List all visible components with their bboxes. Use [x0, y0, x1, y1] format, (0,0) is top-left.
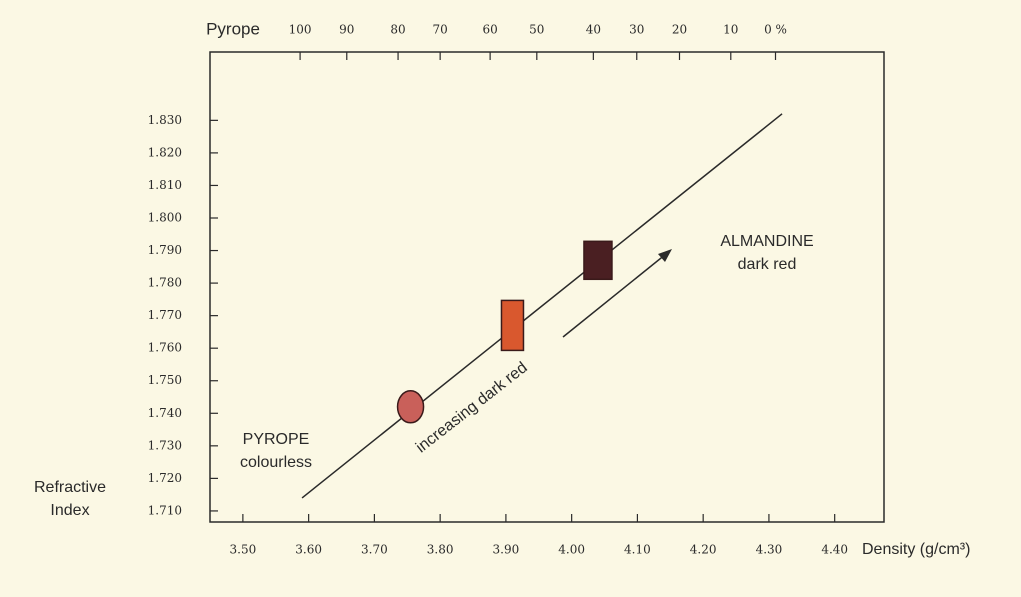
top-tick-label: 80: [390, 23, 405, 37]
top-tick-label: 70: [433, 23, 448, 37]
plot-frame: [210, 52, 884, 522]
y-tick-label: 1.780: [148, 276, 182, 290]
x-tick-label: 4.40: [821, 543, 848, 557]
gem-marker: [398, 391, 424, 423]
y-tick-label: 1.800: [148, 210, 182, 224]
x-tick-label: 3.50: [230, 543, 257, 557]
y-tick-label: 1.730: [148, 438, 182, 452]
annotation: PYROPE: [243, 431, 310, 448]
top-tick-label: 60: [482, 23, 497, 37]
arrow-head: [658, 249, 672, 262]
y-tick-label: 1.830: [148, 113, 182, 127]
y-tick-label: 1.820: [148, 145, 182, 159]
chart: Pyrope Refractive Index Density (g/cm³) …: [0, 0, 1021, 597]
annotation: dark red: [738, 256, 797, 273]
top-tick-label: 10: [723, 23, 738, 37]
arrow-label: increasing dark red: [413, 359, 531, 456]
y-tick-label: 1.750: [148, 373, 182, 387]
top-tick-label: 20: [672, 23, 687, 37]
y-axis-label: Index: [50, 502, 89, 519]
top-tick-label: 90: [339, 23, 354, 37]
x-tick-label: 3.80: [427, 543, 454, 557]
annotation: ALMANDINE: [720, 233, 813, 250]
gem-marker: [584, 241, 612, 279]
y-tick-label: 1.770: [148, 308, 182, 322]
top-tick-label: 40: [586, 23, 601, 37]
gem-marker: [501, 300, 523, 350]
y-tick-label: 1.790: [148, 243, 182, 257]
y-tick-label: 1.710: [148, 503, 182, 517]
top-tick-label: 0 %: [764, 23, 787, 37]
x-tick-label: 3.70: [361, 543, 388, 557]
annotation: colourless: [240, 454, 312, 471]
top-tick-label: 30: [629, 23, 644, 37]
x-tick-label: 4.00: [558, 543, 585, 557]
x-tick-label: 4.20: [690, 543, 717, 557]
y-tick-label: 1.760: [148, 341, 182, 355]
y-tick-label: 1.810: [148, 178, 182, 192]
y-tick-label: 1.720: [148, 471, 182, 485]
top-tick-label: 50: [529, 23, 544, 37]
x-tick-label: 4.10: [624, 543, 651, 557]
x-tick-label: 3.90: [493, 543, 520, 557]
x-tick-label: 3.60: [295, 543, 322, 557]
y-tick-label: 1.740: [148, 406, 182, 420]
top-tick-label: 100: [289, 23, 312, 37]
top-axis-label: Pyrope: [206, 19, 260, 38]
y-axis-label: Refractive: [34, 479, 106, 496]
line: [302, 114, 782, 498]
x-axis-label: Density (g/cm³): [862, 541, 970, 558]
x-tick-label: 4.30: [756, 543, 783, 557]
arrow: [563, 254, 666, 337]
